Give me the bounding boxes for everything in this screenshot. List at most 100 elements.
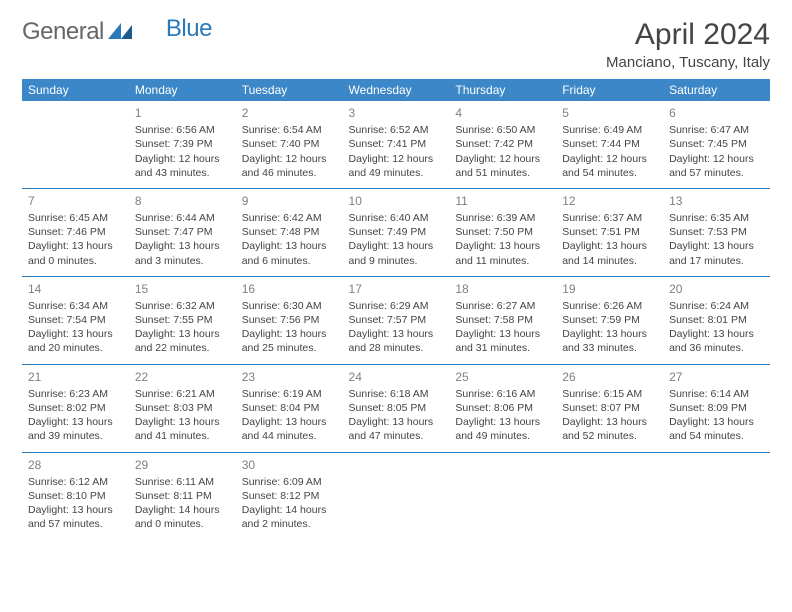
sunrise-line: Sunrise: 6:45 AM <box>28 211 123 225</box>
sunrise-line: Sunrise: 6:30 AM <box>242 299 337 313</box>
day-number: 11 <box>455 193 550 209</box>
sunset-line: Sunset: 7:59 PM <box>562 313 657 327</box>
location-subtitle: Manciano, Tuscany, Italy <box>606 54 770 71</box>
sunrise-line: Sunrise: 6:37 AM <box>562 211 657 225</box>
weekday-header: Saturday <box>663 79 770 101</box>
calendar-day-cell: 15Sunrise: 6:32 AMSunset: 7:55 PMDayligh… <box>129 276 236 364</box>
sunset-line: Sunset: 7:57 PM <box>349 313 444 327</box>
sunset-line: Sunset: 8:04 PM <box>242 401 337 415</box>
weekday-header: Wednesday <box>343 79 450 101</box>
calendar-day-cell: 28Sunrise: 6:12 AMSunset: 8:10 PMDayligh… <box>22 452 129 539</box>
day-number: 9 <box>242 193 337 209</box>
sunset-line: Sunset: 8:06 PM <box>455 401 550 415</box>
sunrise-line: Sunrise: 6:12 AM <box>28 475 123 489</box>
calendar-week-row: 14Sunrise: 6:34 AMSunset: 7:54 PMDayligh… <box>22 276 770 364</box>
day-number: 14 <box>28 281 123 297</box>
sunset-line: Sunset: 8:02 PM <box>28 401 123 415</box>
page-title: April 2024 <box>606 18 770 52</box>
sunset-line: Sunset: 7:51 PM <box>562 225 657 239</box>
day-number: 12 <box>562 193 657 209</box>
daylight-line-1: Daylight: 12 hours <box>455 152 550 166</box>
logo-text-blue: Blue <box>166 15 212 43</box>
day-number: 20 <box>669 281 764 297</box>
day-number: 27 <box>669 369 764 385</box>
daylight-line-2: and 20 minutes. <box>28 341 123 355</box>
daylight-line-2: and 31 minutes. <box>455 341 550 355</box>
calendar-day-cell: 30Sunrise: 6:09 AMSunset: 8:12 PMDayligh… <box>236 452 343 539</box>
calendar-day-cell: 17Sunrise: 6:29 AMSunset: 7:57 PMDayligh… <box>343 276 450 364</box>
daylight-line-2: and 54 minutes. <box>669 429 764 443</box>
daylight-line-1: Daylight: 12 hours <box>562 152 657 166</box>
daylight-line-1: Daylight: 12 hours <box>135 152 230 166</box>
day-number: 17 <box>349 281 444 297</box>
daylight-line-2: and 17 minutes. <box>669 254 764 268</box>
sunrise-line: Sunrise: 6:15 AM <box>562 387 657 401</box>
day-number: 16 <box>242 281 337 297</box>
sunrise-line: Sunrise: 6:29 AM <box>349 299 444 313</box>
day-number: 6 <box>669 105 764 121</box>
daylight-line-1: Daylight: 13 hours <box>349 415 444 429</box>
day-number: 30 <box>242 457 337 473</box>
calendar-day-cell: 23Sunrise: 6:19 AMSunset: 8:04 PMDayligh… <box>236 364 343 452</box>
daylight-line-2: and 36 minutes. <box>669 341 764 355</box>
daylight-line-2: and 33 minutes. <box>562 341 657 355</box>
calendar-week-row: 21Sunrise: 6:23 AMSunset: 8:02 PMDayligh… <box>22 364 770 452</box>
daylight-line-2: and 3 minutes. <box>135 254 230 268</box>
daylight-line-2: and 43 minutes. <box>135 166 230 180</box>
sunrise-line: Sunrise: 6:23 AM <box>28 387 123 401</box>
sunset-line: Sunset: 7:40 PM <box>242 137 337 151</box>
sunrise-line: Sunrise: 6:47 AM <box>669 123 764 137</box>
calendar-day-cell: 27Sunrise: 6:14 AMSunset: 8:09 PMDayligh… <box>663 364 770 452</box>
day-number: 3 <box>349 105 444 121</box>
sunrise-line: Sunrise: 6:35 AM <box>669 211 764 225</box>
sunset-line: Sunset: 7:50 PM <box>455 225 550 239</box>
calendar-day-cell: 7Sunrise: 6:45 AMSunset: 7:46 PMDaylight… <box>22 188 129 276</box>
weekday-header: Friday <box>556 79 663 101</box>
sunrise-line: Sunrise: 6:09 AM <box>242 475 337 489</box>
daylight-line-1: Daylight: 13 hours <box>349 239 444 253</box>
daylight-line-1: Daylight: 12 hours <box>349 152 444 166</box>
day-number: 2 <box>242 105 337 121</box>
daylight-line-2: and 47 minutes. <box>349 429 444 443</box>
daylight-line-1: Daylight: 13 hours <box>135 239 230 253</box>
day-number: 22 <box>135 369 230 385</box>
day-number: 1 <box>135 105 230 121</box>
calendar-day-cell: 10Sunrise: 6:40 AMSunset: 7:49 PMDayligh… <box>343 188 450 276</box>
day-number: 29 <box>135 457 230 473</box>
daylight-line-2: and 25 minutes. <box>242 341 337 355</box>
calendar-day-cell: 6Sunrise: 6:47 AMSunset: 7:45 PMDaylight… <box>663 101 770 188</box>
daylight-line-1: Daylight: 13 hours <box>28 239 123 253</box>
sunset-line: Sunset: 8:07 PM <box>562 401 657 415</box>
sunset-line: Sunset: 7:48 PM <box>242 225 337 239</box>
daylight-line-2: and 14 minutes. <box>562 254 657 268</box>
calendar-day-cell: 3Sunrise: 6:52 AMSunset: 7:41 PMDaylight… <box>343 101 450 188</box>
daylight-line-1: Daylight: 13 hours <box>28 415 123 429</box>
calendar-week-row: 1Sunrise: 6:56 AMSunset: 7:39 PMDaylight… <box>22 101 770 188</box>
daylight-line-1: Daylight: 13 hours <box>135 415 230 429</box>
sunset-line: Sunset: 7:42 PM <box>455 137 550 151</box>
logo-text-general: General <box>22 18 104 46</box>
daylight-line-1: Daylight: 13 hours <box>242 239 337 253</box>
calendar-day-cell <box>663 452 770 539</box>
calendar-day-cell: 29Sunrise: 6:11 AMSunset: 8:11 PMDayligh… <box>129 452 236 539</box>
daylight-line-2: and 22 minutes. <box>135 341 230 355</box>
daylight-line-2: and 0 minutes. <box>135 517 230 531</box>
sunset-line: Sunset: 7:54 PM <box>28 313 123 327</box>
sunset-line: Sunset: 8:10 PM <box>28 489 123 503</box>
sunset-line: Sunset: 7:46 PM <box>28 225 123 239</box>
daylight-line-2: and 0 minutes. <box>28 254 123 268</box>
daylight-line-2: and 28 minutes. <box>349 341 444 355</box>
daylight-line-2: and 46 minutes. <box>242 166 337 180</box>
day-number: 10 <box>349 193 444 209</box>
sunrise-line: Sunrise: 6:26 AM <box>562 299 657 313</box>
daylight-line-2: and 57 minutes. <box>28 517 123 531</box>
calendar-day-cell: 21Sunrise: 6:23 AMSunset: 8:02 PMDayligh… <box>22 364 129 452</box>
sunrise-line: Sunrise: 6:42 AM <box>242 211 337 225</box>
day-number: 5 <box>562 105 657 121</box>
sunrise-line: Sunrise: 6:56 AM <box>135 123 230 137</box>
day-number: 19 <box>562 281 657 297</box>
calendar-day-cell: 11Sunrise: 6:39 AMSunset: 7:50 PMDayligh… <box>449 188 556 276</box>
weekday-header: Sunday <box>22 79 129 101</box>
calendar-day-cell: 16Sunrise: 6:30 AMSunset: 7:56 PMDayligh… <box>236 276 343 364</box>
daylight-line-1: Daylight: 13 hours <box>562 415 657 429</box>
